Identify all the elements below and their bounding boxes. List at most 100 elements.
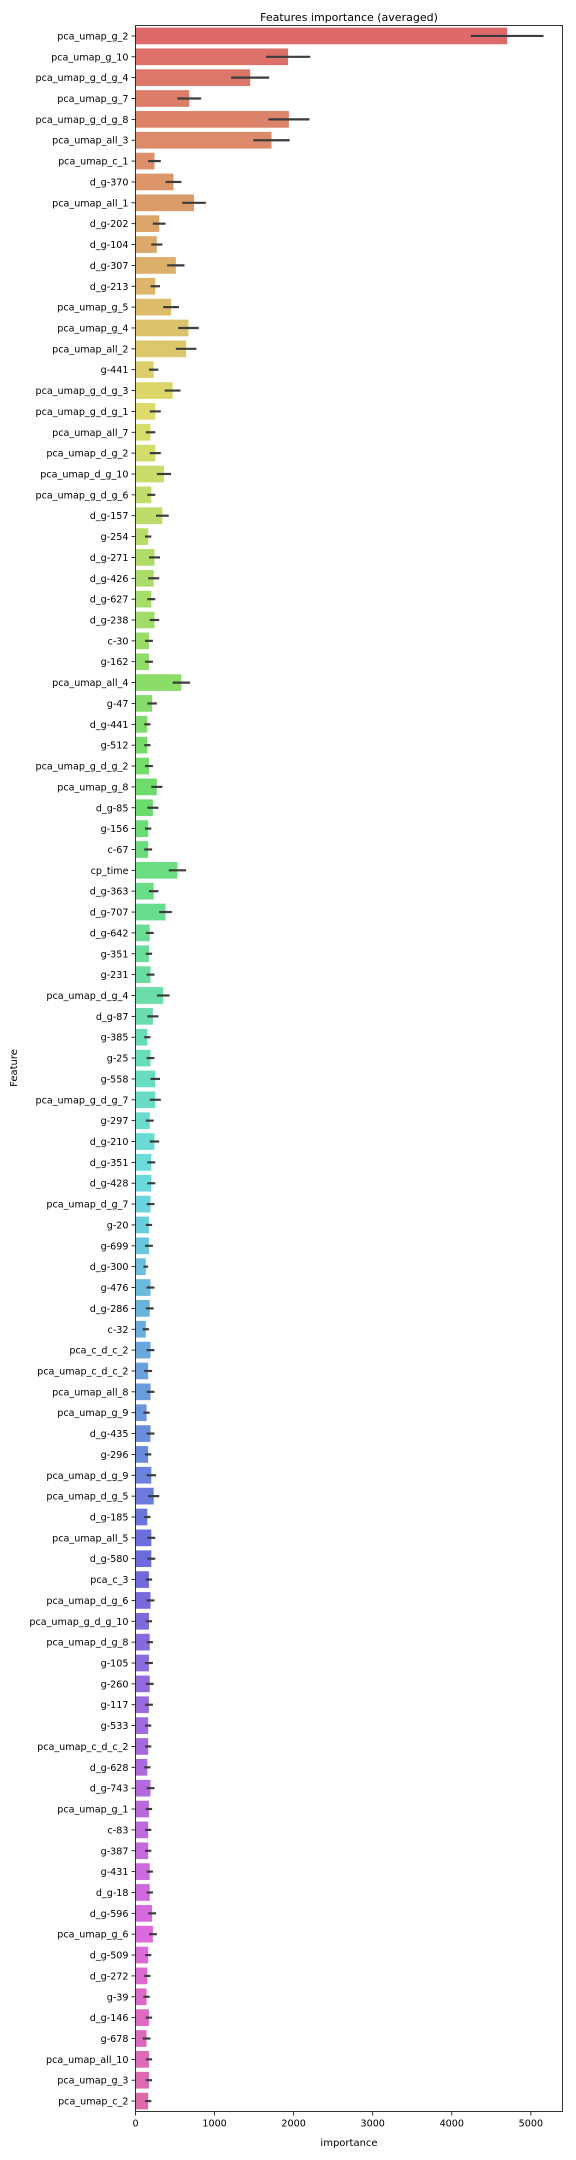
y-tick-label: pca_umap_d_g_2 — [46, 449, 128, 460]
bar — [135, 1800, 149, 1818]
y-tick-label: pca_umap_g_d_g_7 — [36, 1095, 129, 1106]
bar — [135, 611, 155, 629]
y-tick-label: d_g-426 — [90, 574, 129, 585]
y-tick-label: g-351 — [101, 949, 129, 960]
y-tick-label: d_g-509 — [90, 1951, 129, 1962]
bar — [135, 549, 155, 566]
bar — [135, 1091, 156, 1109]
x-axis-label: importance — [320, 2138, 377, 2149]
bar — [135, 695, 153, 712]
bar — [135, 27, 508, 45]
bar — [135, 1988, 147, 2006]
y-tick-label: g-558 — [101, 1074, 129, 1085]
y-tick-label: d_g-272 — [90, 1971, 129, 1982]
y-tick-label: pca_umap_g_4 — [57, 323, 128, 334]
x-tick-label: 0 — [132, 2119, 138, 2130]
y-tick-label: pca_umap_g_d_g_8 — [36, 115, 129, 126]
bar — [135, 1779, 151, 1797]
bar — [135, 1967, 148, 1985]
bar — [135, 945, 149, 963]
bar — [135, 173, 174, 191]
bar — [135, 1133, 155, 1150]
bar — [135, 340, 187, 358]
x-tick-label: 3000 — [361, 2119, 385, 2130]
bar — [135, 403, 156, 420]
bar — [135, 1863, 150, 1880]
y-tick-label: d_g-104 — [90, 240, 129, 251]
y-tick-label: pca_c_3 — [90, 1575, 128, 1586]
y-tick-label: g-387 — [101, 1846, 129, 1857]
y-tick-label: d_g-596 — [90, 1909, 129, 1920]
y-tick-label: g-385 — [101, 1033, 129, 1044]
bar — [135, 444, 156, 462]
bar — [135, 1717, 149, 1734]
y-tick-label: pca_umap_all_3 — [52, 136, 128, 147]
bar — [135, 674, 182, 691]
y-tick-label: g-260 — [101, 1679, 129, 1690]
bar — [135, 486, 152, 504]
y-tick-label: d_g-627 — [90, 595, 129, 606]
bar — [135, 465, 164, 483]
bar — [135, 2051, 149, 2068]
bar — [135, 1738, 149, 1755]
bar — [135, 1529, 152, 1547]
bar — [135, 1216, 149, 1234]
bar — [135, 1425, 151, 1442]
bar — [135, 1758, 148, 1776]
y-tick-label: d_g-743 — [90, 1784, 129, 1795]
y-tick-label: pca_umap_g_d_g_10 — [29, 1617, 128, 1628]
bar — [135, 1028, 148, 1046]
y-tick-label: d_g-213 — [90, 282, 129, 293]
y-tick-label: d_g-238 — [90, 616, 129, 627]
y-tick-label: d_g-18 — [96, 1888, 129, 1899]
y-tick-label: d_g-435 — [90, 1429, 129, 1440]
bar — [135, 1592, 151, 1609]
y-tick-label: pca_umap_all_10 — [46, 2055, 128, 2066]
x-tick-label: 4000 — [440, 2119, 464, 2130]
bar — [135, 1195, 151, 1213]
y-tick-label: d_g-441 — [90, 720, 129, 731]
y-tick-label: g-431 — [101, 1867, 129, 1878]
y-tick-label: d_g-370 — [90, 177, 129, 188]
y-tick-label: g-105 — [101, 1659, 129, 1670]
y-tick-label: d_g-363 — [90, 887, 129, 898]
bar — [135, 1487, 154, 1505]
bar — [135, 1362, 149, 1380]
y-tick-label: d_g-628 — [90, 1763, 129, 1774]
bar — [135, 152, 155, 170]
bar — [135, 841, 149, 858]
bar — [135, 882, 154, 900]
y-tick-label: g-512 — [101, 741, 129, 752]
bar — [135, 1904, 153, 1922]
y-tick-label: d_g-642 — [90, 928, 129, 939]
bar — [135, 569, 154, 587]
bar — [135, 69, 251, 86]
y-tick-label: pca_umap_c_1 — [58, 157, 128, 168]
y-tick-label: d_g-286 — [90, 1304, 129, 1315]
bar — [135, 1466, 152, 1484]
y-tick-label: pca_umap_d_g_9 — [46, 1471, 128, 1482]
y-tick-label: pca_umap_d_g_10 — [40, 469, 128, 480]
x-tick-label: 2000 — [281, 2119, 305, 2130]
x-tick-label: 1000 — [202, 2119, 226, 2130]
y-tick-label: pca_umap_d_g_4 — [46, 991, 128, 1002]
bar — [135, 257, 176, 274]
bar — [135, 1612, 149, 1630]
y-tick-label: d_g-210 — [90, 1137, 129, 1148]
y-tick-label: pca_umap_d_g_8 — [46, 1638, 128, 1649]
y-tick-label: pca_umap_all_4 — [52, 678, 128, 689]
bar — [135, 1842, 149, 1860]
bar — [135, 215, 160, 233]
y-tick-label: g-678 — [101, 2034, 129, 2045]
y-tick-label: d_g-87 — [96, 1012, 129, 1023]
y-tick-label: pca_umap_all_5 — [52, 1533, 128, 1544]
bar — [135, 1341, 151, 1359]
y-tick-label: c-30 — [108, 636, 129, 647]
y-tick-label: pca_umap_g_9 — [57, 1408, 128, 1419]
bar — [135, 1446, 149, 1463]
y-tick-label: g-162 — [101, 657, 129, 668]
bar — [135, 1884, 150, 1901]
y-tick-label: d_g-300 — [90, 1262, 129, 1273]
y-tick-label: d_g-271 — [90, 553, 129, 564]
